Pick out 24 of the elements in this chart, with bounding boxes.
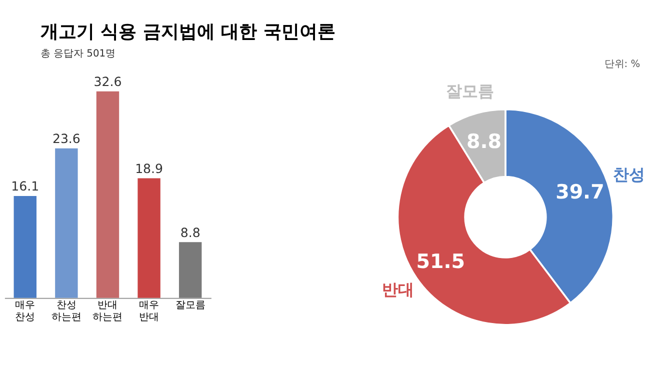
- bar: [55, 148, 78, 298]
- data-label: 39.7: [556, 180, 604, 204]
- slice-label: 잘모름: [446, 81, 494, 100]
- data-label: 51.5: [416, 250, 465, 273]
- x-tick-label: 매우 반대: [139, 300, 160, 323]
- data-label: 23.6: [52, 131, 80, 146]
- x-tick-label: 반대 하는편: [92, 300, 123, 323]
- chart-subtitle: 총 응답자 501명: [40, 48, 116, 60]
- data-label: 8.8: [180, 224, 200, 240]
- text: 단위: %: [604, 59, 640, 70]
- bar: [96, 91, 120, 298]
- x-tick-label: 찬성 하는편: [51, 300, 82, 323]
- data-label: 16.1: [11, 178, 40, 194]
- bar: [14, 196, 36, 298]
- x-tick-label: 잘모름: [175, 300, 206, 312]
- slice-label: 반대: [382, 280, 414, 300]
- chart-title: 개고기 식용 금지법에 대한 국민여론: [40, 22, 336, 43]
- data-label: 32.6: [94, 74, 122, 90]
- slice-label: 찬성: [612, 165, 645, 184]
- data-label: 18.9: [135, 160, 164, 176]
- data-label: 8.8: [466, 130, 502, 153]
- bar: [138, 178, 160, 298]
- x-tick-label: 매우 찬성: [15, 300, 36, 323]
- bar: [178, 242, 202, 298]
